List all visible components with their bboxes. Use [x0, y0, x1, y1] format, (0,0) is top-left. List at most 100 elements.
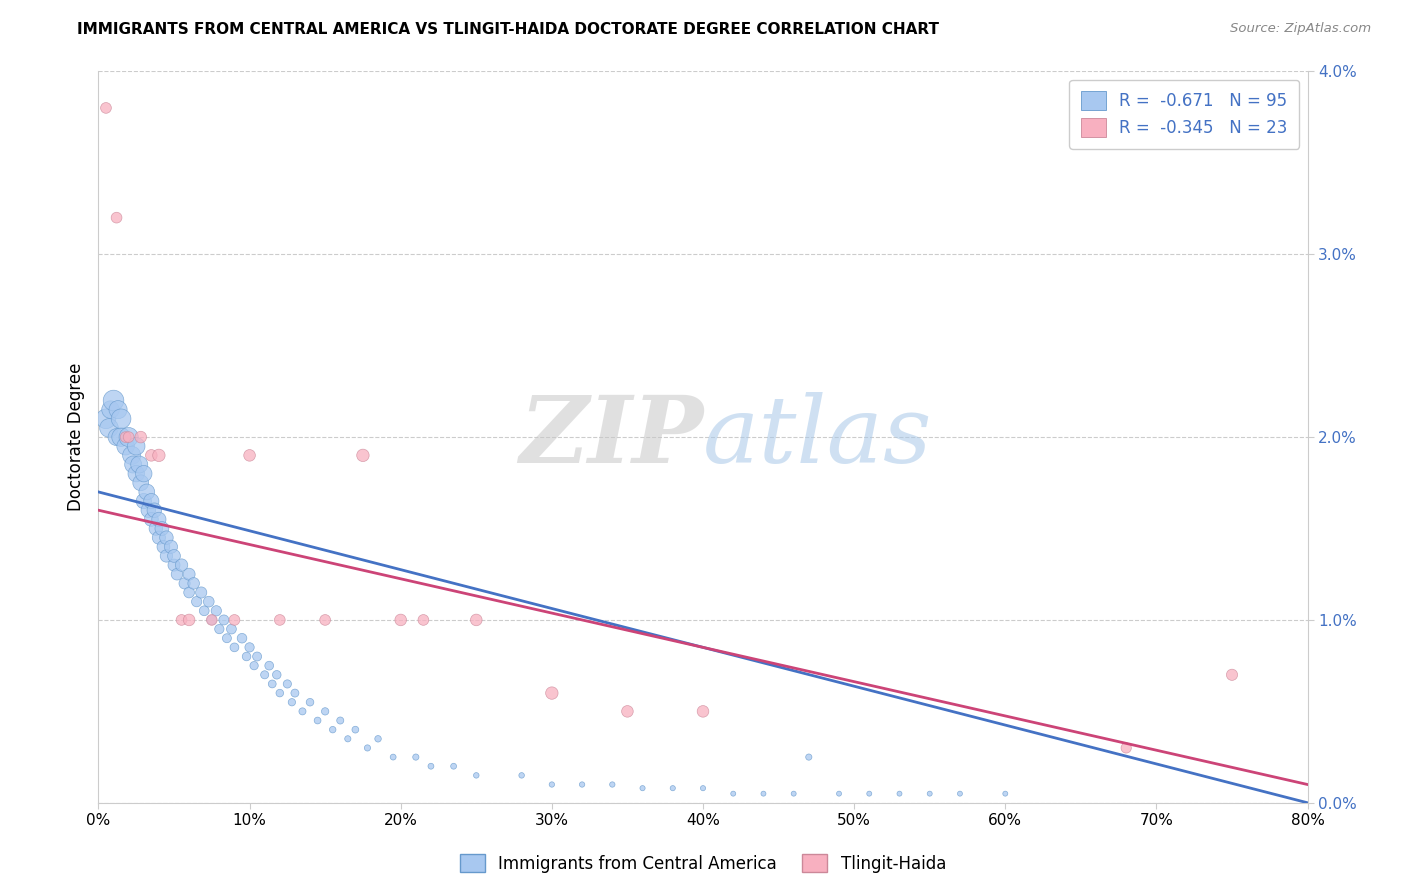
Point — [110, 412, 132, 426]
Point — [257, 658, 280, 673]
Point — [201, 613, 224, 627]
Point — [148, 531, 170, 545]
Point — [179, 567, 201, 582]
Point — [269, 613, 291, 627]
Point — [858, 787, 880, 801]
Point — [281, 695, 304, 709]
Point — [155, 549, 177, 563]
Point — [121, 449, 143, 463]
Point — [443, 759, 465, 773]
Point — [201, 613, 224, 627]
Legend: Immigrants from Central America, Tlingit-Haida: Immigrants from Central America, Tlingit… — [454, 847, 952, 880]
Point — [352, 449, 374, 463]
Y-axis label: Doctorate Degree: Doctorate Degree — [67, 363, 86, 511]
Point — [155, 531, 177, 545]
Point — [723, 787, 745, 801]
Point — [540, 686, 562, 700]
Point — [322, 723, 344, 737]
Point — [253, 667, 276, 681]
Point — [148, 512, 170, 526]
Point — [118, 430, 141, 444]
Point — [186, 595, 208, 609]
Point — [190, 585, 212, 599]
Point — [1220, 667, 1243, 681]
Point — [616, 705, 638, 719]
Point — [197, 595, 219, 609]
Point — [105, 211, 128, 225]
Point — [239, 640, 262, 655]
Point — [336, 731, 359, 746]
Point — [307, 714, 329, 728]
Point — [994, 787, 1017, 801]
Point — [828, 787, 851, 801]
Point — [212, 613, 235, 627]
Point — [160, 540, 183, 554]
Point — [243, 658, 266, 673]
Point — [266, 667, 288, 681]
Point — [98, 421, 121, 435]
Point — [103, 393, 125, 408]
Point — [269, 686, 291, 700]
Text: IMMIGRANTS FROM CENTRAL AMERICA VS TLINGIT-HAIDA DOCTORATE DEGREE CORRELATION CH: IMMIGRANTS FROM CENTRAL AMERICA VS TLING… — [77, 22, 939, 37]
Point — [571, 778, 593, 792]
Point — [128, 458, 150, 472]
Point — [420, 759, 443, 773]
Point — [205, 604, 228, 618]
Point — [148, 449, 170, 463]
Point — [193, 604, 215, 618]
Point — [135, 485, 157, 500]
Legend: R =  -0.671   N = 95, R =  -0.345   N = 23: R = -0.671 N = 95, R = -0.345 N = 23 — [1069, 79, 1299, 149]
Text: ZIP: ZIP — [519, 392, 703, 482]
Point — [221, 622, 243, 636]
Point — [239, 449, 262, 463]
Point — [344, 723, 367, 737]
Point — [540, 778, 562, 792]
Point — [1115, 740, 1137, 755]
Point — [299, 695, 322, 709]
Point — [118, 430, 141, 444]
Point — [692, 781, 714, 796]
Point — [276, 677, 298, 691]
Point — [631, 781, 654, 796]
Point — [465, 613, 488, 627]
Point — [105, 430, 128, 444]
Point — [122, 458, 145, 472]
Point — [163, 549, 186, 563]
Point — [166, 567, 188, 582]
Point — [329, 714, 352, 728]
Point — [262, 677, 284, 691]
Point — [389, 613, 412, 627]
Text: Source: ZipAtlas.com: Source: ZipAtlas.com — [1230, 22, 1371, 36]
Point — [136, 503, 159, 517]
Point — [235, 649, 257, 664]
Point — [602, 778, 624, 792]
Point — [170, 613, 193, 627]
Point — [183, 576, 205, 591]
Point — [918, 787, 941, 801]
Point — [284, 686, 307, 700]
Point — [367, 731, 389, 746]
Point — [94, 412, 117, 426]
Point — [141, 449, 163, 463]
Point — [114, 430, 136, 444]
Point — [510, 768, 533, 782]
Point — [356, 740, 378, 755]
Point — [145, 521, 167, 535]
Point — [114, 439, 136, 453]
Point — [179, 613, 201, 627]
Point — [143, 503, 166, 517]
Point — [208, 622, 231, 636]
Point — [129, 475, 152, 490]
Point — [949, 787, 972, 801]
Point — [150, 521, 173, 535]
Point — [224, 613, 246, 627]
Point — [173, 576, 195, 591]
Point — [125, 467, 148, 481]
Point — [382, 750, 405, 764]
Point — [141, 494, 163, 508]
Point — [141, 512, 163, 526]
Point — [110, 430, 132, 444]
Point — [412, 613, 434, 627]
Point — [314, 705, 336, 719]
Point — [231, 632, 253, 646]
